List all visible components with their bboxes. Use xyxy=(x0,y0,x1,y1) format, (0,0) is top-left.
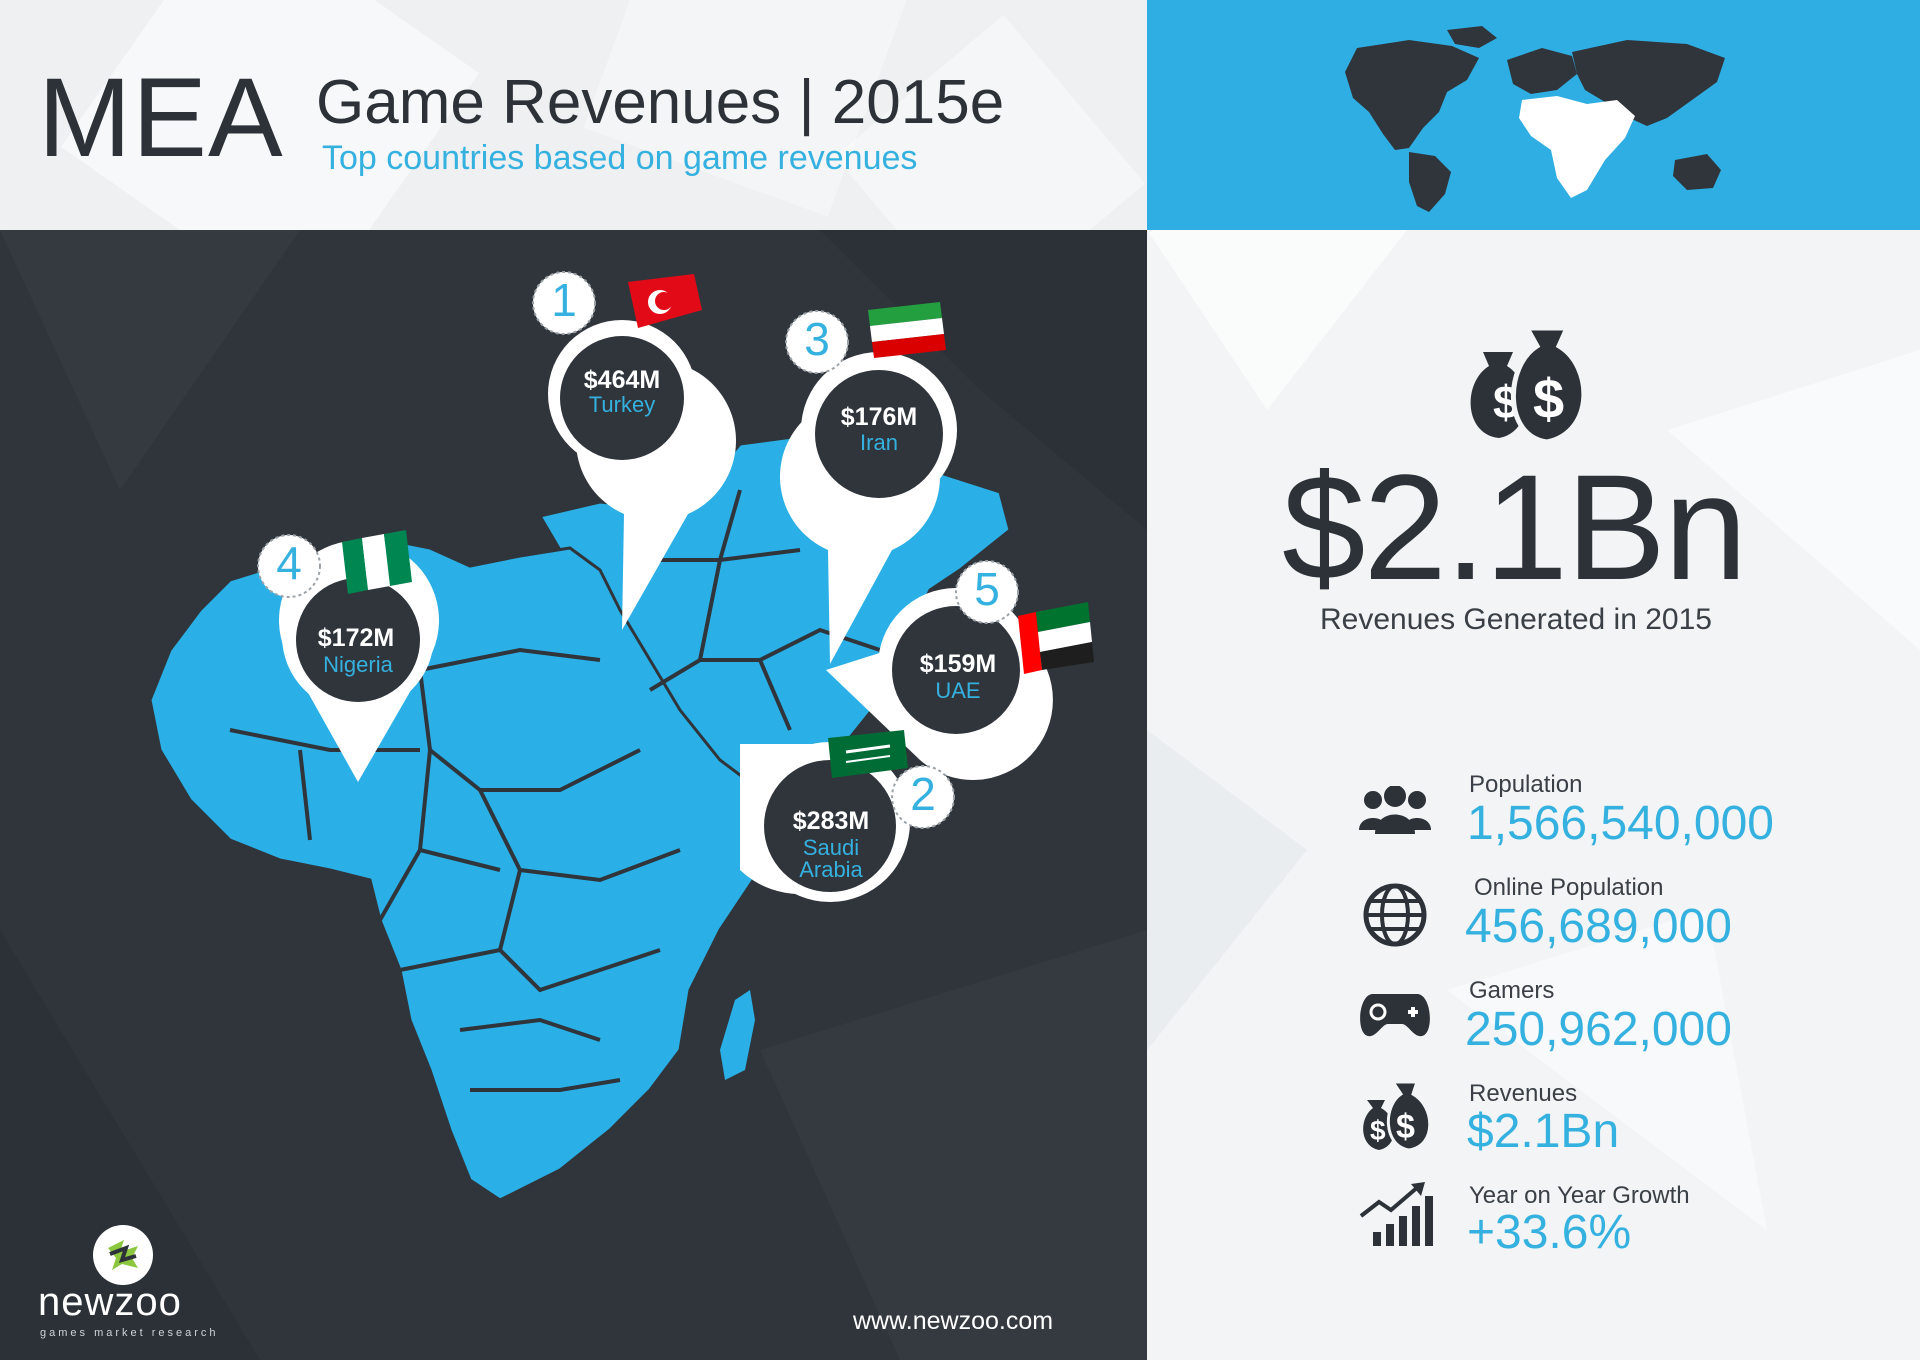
svg-text:$: $ xyxy=(1533,367,1564,430)
newzoo-logo: newzoo xyxy=(38,1280,182,1324)
stat-label: Online Population xyxy=(1474,874,1664,901)
pin-turkey xyxy=(532,271,737,630)
stat-value: +33.6% xyxy=(1467,1206,1632,1259)
pin-saudi-arabia xyxy=(740,730,955,902)
stat-value: 456,689,000 xyxy=(1465,900,1732,953)
pin-country: Saudi Arabia xyxy=(799,835,863,882)
region-title: MEA xyxy=(38,55,284,180)
total-revenue: $2.1Bn xyxy=(1282,443,1747,611)
pin-value: $464M xyxy=(583,366,661,394)
pin-country: UAE xyxy=(935,678,981,703)
pin-value: $172M xyxy=(317,624,395,652)
total-revenue-label: Revenues Generated in 2015 xyxy=(1320,603,1712,636)
pin-nigeria xyxy=(257,530,440,782)
stat-label: Population xyxy=(1469,771,1583,798)
turkey-flag-icon xyxy=(628,274,702,328)
iran-flag-icon xyxy=(868,302,946,358)
pin-uae xyxy=(826,560,1094,780)
gamepad-icon xyxy=(1360,994,1430,1037)
money-bags-icon: $ $ xyxy=(1363,1080,1432,1152)
pin-country: Turkey xyxy=(588,392,656,417)
logo-tagline: games market research xyxy=(40,1327,219,1339)
pin-value: $176M xyxy=(840,403,918,431)
svg-text:$: $ xyxy=(1370,1115,1386,1146)
page-title: Game Revenues | 2015e xyxy=(316,68,1005,137)
pin-country: Iran xyxy=(860,430,898,455)
pin-rank: 4 xyxy=(276,537,302,589)
uae-flag-icon xyxy=(1018,602,1094,674)
stat-label: Revenues xyxy=(1469,1080,1578,1107)
newzoo-logo-icon xyxy=(93,1225,153,1285)
nigeria-flag-icon xyxy=(342,530,412,594)
svg-text:$: $ xyxy=(1396,1108,1415,1146)
pin-rank: 3 xyxy=(804,313,830,365)
pin-country: Nigeria xyxy=(323,652,393,677)
world-map-icon xyxy=(1345,26,1725,212)
pin-rank: 5 xyxy=(974,563,1000,615)
stat-label: Gamers xyxy=(1469,977,1555,1004)
stat-value: 1,566,540,000 xyxy=(1467,797,1774,850)
growth-chart-icon xyxy=(1359,1182,1433,1246)
world-map-panel xyxy=(1147,0,1920,230)
stat-value: $2.1Bn xyxy=(1467,1105,1620,1158)
website-link[interactable]: www.newzoo.com xyxy=(853,1307,1054,1335)
pin-rank: 2 xyxy=(910,768,936,820)
revenue-pins xyxy=(257,271,1094,902)
pin-value: $159M xyxy=(919,650,997,678)
people-icon xyxy=(1359,786,1431,834)
pin-value: $283M xyxy=(792,807,870,835)
stat-value: 250,962,000 xyxy=(1465,1003,1732,1056)
africa-middle-east-map xyxy=(0,230,1147,1360)
globe-icon xyxy=(1363,883,1427,947)
saudi-arabia-flag-icon xyxy=(828,730,908,778)
africa-middle-east-map-panel: 1 $464M Turkey 3 $176M Iran 4 $172M Nige… xyxy=(0,230,1147,1360)
stat-label: Year on Year Growth xyxy=(1469,1182,1690,1209)
header-banner xyxy=(0,0,1147,230)
page-subtitle: Top countries based on game revenues xyxy=(322,139,918,177)
pin-iran xyxy=(780,302,957,664)
money-bags-icon: $ $ xyxy=(1470,325,1587,445)
pin-rank: 1 xyxy=(551,274,577,326)
